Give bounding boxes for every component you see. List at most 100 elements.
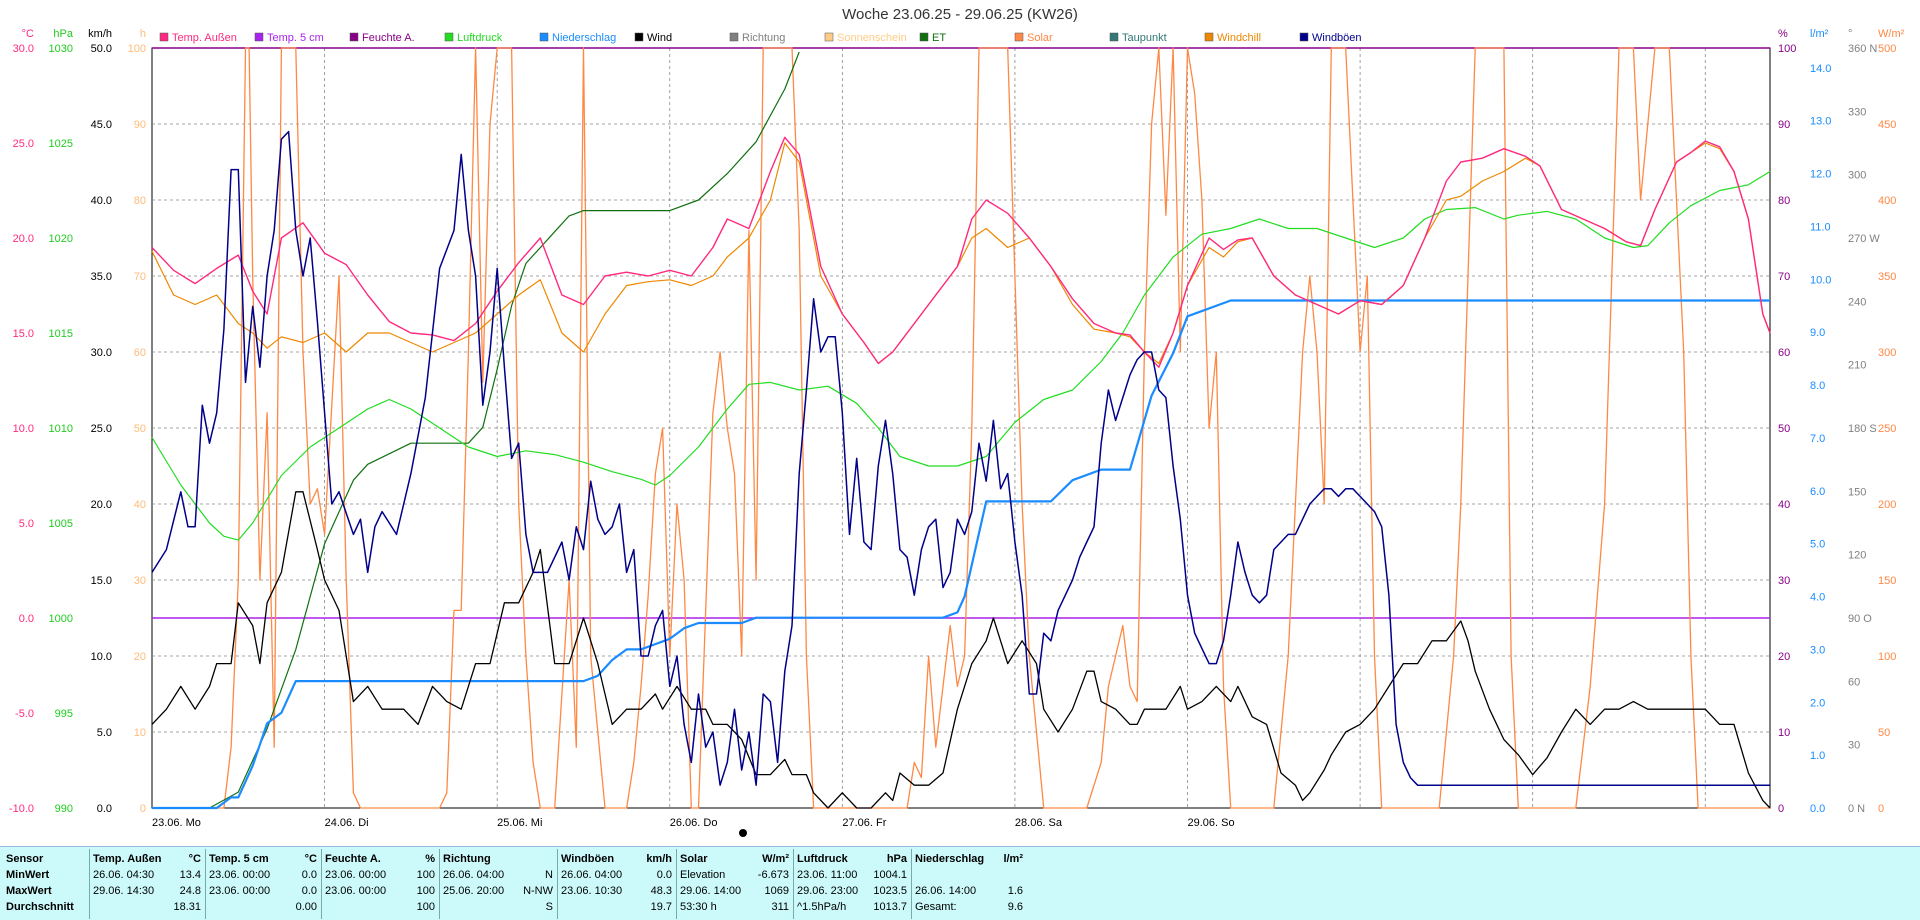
right-axis-tick: 20	[1778, 651, 1790, 663]
stats-cell-value: N-NW	[523, 885, 553, 897]
left-axis-tick: 80	[134, 195, 146, 207]
stats-column: Solar W/m² Elevation -6.673 29.06. 14:00 1069…	[680, 851, 793, 917]
stats-cell-value: 1.6	[1007, 885, 1023, 897]
legend: Temp. Außen Temp. 5 cm Feuchte A. Luftdruck…	[159, 32, 1362, 44]
right-axis-tick: 0	[1778, 803, 1784, 815]
right-axis-tick: 0 N	[1848, 803, 1865, 815]
stats-cell-time: 23.06. 10:30	[561, 885, 623, 897]
left-axis-tick: 1015	[49, 328, 73, 340]
series-line-luftdruck	[151, 170, 1771, 541]
stats-column-header: Windböen km/h	[561, 851, 676, 867]
legend-label: Feuchte A.	[362, 32, 415, 44]
left-axis-tick: 70	[134, 271, 146, 283]
stats-separator	[89, 849, 90, 919]
left-axis-tick: 50	[134, 423, 146, 435]
stats-column-name: Solar	[680, 853, 708, 865]
left-axis-tick: 1010	[49, 423, 73, 435]
stats-column-header: Temp. Außen °C	[93, 851, 205, 867]
legend-label: Richtung	[742, 32, 785, 44]
right-axis-tick: 180 S	[1848, 423, 1877, 435]
stats-cell-value: S	[545, 901, 553, 913]
stats-cell-time: 26.06. 04:30	[93, 869, 155, 881]
right-axis-tick: 13.0	[1810, 116, 1831, 128]
stats-cell-row: 29.06. 14:00 1069	[680, 883, 793, 899]
stats-cell-value: -6.673	[757, 869, 789, 881]
left-axis-tick: 25.0	[13, 138, 34, 150]
right-axis-unit: W/m²	[1878, 28, 1905, 40]
left-axis-tick: 0.0	[19, 613, 34, 625]
legend-swatch	[1204, 32, 1214, 42]
stats-cell-time: 29.06. 14:30	[93, 885, 155, 897]
left-axis-tick: 990	[55, 803, 73, 815]
right-axis-tick: 10.0	[1810, 274, 1831, 286]
stats-cell-row: 23.06. 10:30 48.3	[561, 883, 676, 899]
right-axis-tick: 11.0	[1810, 221, 1831, 233]
legend-label: Windchill	[1217, 32, 1261, 44]
legend-label: ET	[932, 32, 946, 44]
legend-label: Luftdruck	[457, 32, 503, 44]
stats-cell-row: 100	[325, 899, 439, 915]
x-axis-day-label: 29.06. So	[1188, 817, 1235, 829]
stats-column-name: Windböen	[561, 853, 615, 865]
stats-separator	[793, 849, 794, 919]
legend-swatch	[1109, 32, 1119, 42]
legend-swatch	[634, 32, 644, 42]
legend-swatch	[729, 32, 739, 42]
stats-cell-time: 23.06. 00:00	[209, 869, 271, 881]
left-axis-tick: 10.0	[91, 651, 112, 663]
x-axis-day-label: 26.06. Do	[670, 817, 718, 829]
left-axis-tick: 60	[134, 347, 146, 359]
right-axis-tick: 100	[1878, 651, 1896, 663]
stats-cell-row: 23.06. 00:00 0.0	[209, 883, 321, 899]
stats-cell-row: 23.06. 00:00 0.0	[209, 867, 321, 883]
stats-cell-row: 29.06. 23:00 1023.5	[797, 883, 911, 899]
stats-column-header: Luftdruck hPa	[797, 851, 911, 867]
right-axis-unit: °	[1848, 28, 1852, 40]
legend-label: Temp. Außen	[172, 32, 237, 44]
stats-cell-value: 0.0	[301, 885, 317, 897]
left-axis-unit: °C	[22, 28, 34, 40]
stats-cell-row: S	[443, 899, 557, 915]
stats-column-unit: %	[425, 853, 435, 865]
right-axis-tick: 300	[1878, 347, 1896, 359]
stats-column-name: Temp. 5 cm	[209, 853, 269, 865]
series-line-windb-en	[151, 130, 1770, 786]
stats-row-label: Sensor	[6, 853, 44, 865]
stats-cell-value: 24.8	[179, 885, 201, 897]
series-line-niederschlag	[152, 299, 1770, 810]
stats-column: Windböen km/h 26.06. 04:00 0.0 23.06. 10:30 4…	[561, 851, 676, 917]
stats-cell-value: 18.31	[173, 901, 201, 913]
stats-cell-value: 19.7	[650, 901, 672, 913]
stats-column: Temp. 5 cm °C 23.06. 00:00 0.0 23.06. 00:00 0…	[209, 851, 321, 917]
stats-cell-time: 26.06. 14:00	[915, 885, 977, 897]
stats-column: Niederschlag l/m² 26.06. 14:00 1.6 Gesamt: 9.…	[915, 851, 1027, 917]
legend-label: Temp. 5 cm	[267, 32, 324, 44]
stats-cell-time: Elevation	[680, 869, 726, 881]
legend-swatch	[1299, 32, 1309, 42]
stats-cell-time: Gesamt:	[915, 901, 957, 913]
stats-column-unit: °C	[304, 853, 317, 865]
stats-cell-row: 23.06. 00:00 100	[325, 867, 439, 883]
right-axis-tick: 5.0	[1810, 539, 1825, 551]
right-axis-tick: 90 O	[1848, 613, 1872, 625]
stats-cell-value: 0.0	[656, 869, 672, 881]
right-axis-tick: 0.0	[1810, 803, 1825, 815]
right-axis-tick: 30	[1848, 740, 1860, 752]
right-axis-tick: 14.0	[1810, 63, 1831, 75]
left-axis-tick: 35.0	[91, 271, 112, 283]
right-axis-tick: 450	[1878, 119, 1896, 131]
chart-svg: Woche 23.06.25 - 29.06.25 (KW26) Temp. A…	[9, 6, 1905, 837]
stats-cell-time: ^1.5hPa/h	[797, 901, 847, 913]
axes: °C 30.0 25.0 20.0 15.0 10.0 5.0 0.0 -5.0 -10.0 hPa…	[9, 28, 1905, 815]
stats-cell-time: 29.06. 23:00	[797, 885, 859, 897]
right-axis-tick: 40	[1778, 499, 1790, 511]
series-line-temp-au-en	[151, 136, 1771, 368]
left-axis-tick: 90	[134, 119, 146, 131]
stats-column-unit: W/m²	[762, 853, 789, 865]
stats-cell-row: ^1.5hPa/h 1013.7	[797, 899, 911, 915]
legend-label: Taupunkt	[1122, 32, 1167, 44]
grid	[151, 47, 1771, 809]
right-axis-tick: 70	[1778, 271, 1790, 283]
right-axis-tick: 8.0	[1810, 380, 1825, 392]
stats-cell-time: 29.06. 14:00	[680, 885, 742, 897]
